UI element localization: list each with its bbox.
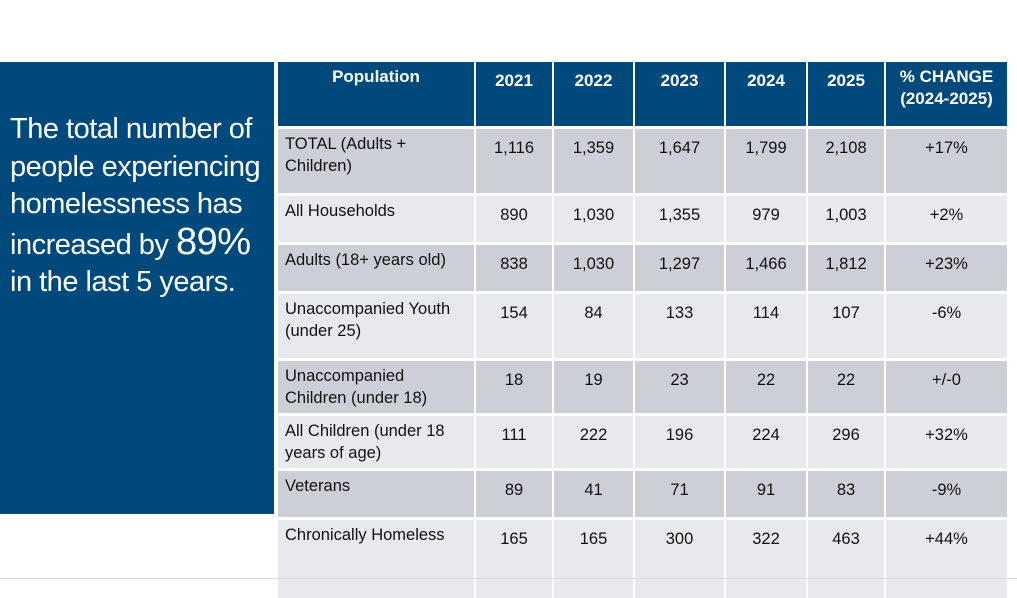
headline-after: in the last 5 years. xyxy=(10,266,235,298)
row-label: Unaccompanied Youth (under 25) xyxy=(278,293,475,360)
header-2023: 2023 xyxy=(634,62,725,128)
homelessness-table-container: Population 2021 2022 2023 2024 2025 % CH… xyxy=(278,62,1007,552)
cell-2024: 1,466 xyxy=(725,244,807,293)
cell-2021: 890 xyxy=(475,195,553,244)
table-row: TOTAL (Adults + Children) 1,116 1,359 1,… xyxy=(278,128,1007,195)
row-label: Chronically Homeless xyxy=(278,519,475,598)
cell-2025: 296 xyxy=(807,415,885,470)
header-2025: 2025 xyxy=(807,62,885,128)
cell-2025: 2,108 xyxy=(807,128,885,195)
headline-text: The total number of people experiencing … xyxy=(10,111,272,302)
cell-change: -6% xyxy=(885,293,1007,360)
header-population: Population xyxy=(278,62,475,128)
cell-change: +23% xyxy=(885,244,1007,293)
cell-2022: 19 xyxy=(553,360,634,415)
cell-2023: 1,355 xyxy=(634,195,725,244)
cell-2023: 1,647 xyxy=(634,128,725,195)
table-row: Adults (18+ years old) 838 1,030 1,297 1… xyxy=(278,244,1007,293)
cell-change: +44% xyxy=(885,519,1007,598)
cell-2023: 23 xyxy=(634,360,725,415)
cell-2025: 83 xyxy=(807,470,885,519)
cell-2024: 224 xyxy=(725,415,807,470)
cell-2024: 322 xyxy=(725,519,807,598)
cell-2024: 22 xyxy=(725,360,807,415)
cell-change: +/-0 xyxy=(885,360,1007,415)
cell-2021: 1,116 xyxy=(475,128,553,195)
cell-change: +17% xyxy=(885,128,1007,195)
cell-change: -9% xyxy=(885,470,1007,519)
cell-2022: 1,359 xyxy=(553,128,634,195)
cell-2022: 165 xyxy=(553,519,634,598)
cell-2025: 22 xyxy=(807,360,885,415)
header-2022: 2022 xyxy=(553,62,634,128)
cell-2022: 1,030 xyxy=(553,244,634,293)
row-label: All Children (under 18 years of age) xyxy=(278,415,475,470)
cell-2025: 107 xyxy=(807,293,885,360)
cell-2022: 84 xyxy=(553,293,634,360)
row-label: All Households xyxy=(278,195,475,244)
cell-2022: 41 xyxy=(553,470,634,519)
table-row: Unaccompanied Youth (under 25) 154 84 13… xyxy=(278,293,1007,360)
homelessness-table: Population 2021 2022 2023 2024 2025 % CH… xyxy=(278,62,1007,598)
cell-2021: 165 xyxy=(475,519,553,598)
cell-2024: 979 xyxy=(725,195,807,244)
bottom-divider xyxy=(0,578,1017,579)
row-label: TOTAL (Adults + Children) xyxy=(278,128,475,195)
row-label: Adults (18+ years old) xyxy=(278,244,475,293)
table-row: Unaccompanied Children (under 18) 18 19 … xyxy=(278,360,1007,415)
cell-2021: 111 xyxy=(475,415,553,470)
cell-change: +32% xyxy=(885,415,1007,470)
header-percent-change: % CHANGE (2024-2025) xyxy=(885,62,1007,128)
cell-2025: 1,812 xyxy=(807,244,885,293)
cell-change: +2% xyxy=(885,195,1007,244)
cell-2024: 91 xyxy=(725,470,807,519)
cell-2025: 463 xyxy=(807,519,885,598)
cell-2023: 71 xyxy=(634,470,725,519)
row-label: Veterans xyxy=(278,470,475,519)
table-row: Chronically Homeless 165 165 300 322 463… xyxy=(278,519,1007,598)
cell-2023: 1,297 xyxy=(634,244,725,293)
cell-2023: 133 xyxy=(634,293,725,360)
cell-2024: 114 xyxy=(725,293,807,360)
cell-2021: 838 xyxy=(475,244,553,293)
header-2021: 2021 xyxy=(475,62,553,128)
cell-2022: 1,030 xyxy=(553,195,634,244)
cell-2023: 300 xyxy=(634,519,725,598)
table-row: Veterans 89 41 71 91 83 -9% xyxy=(278,470,1007,519)
cell-2024: 1,799 xyxy=(725,128,807,195)
table-header-row: Population 2021 2022 2023 2024 2025 % CH… xyxy=(278,62,1007,128)
row-label: Unaccompanied Children (under 18) xyxy=(278,360,475,415)
cell-2021: 18 xyxy=(475,360,553,415)
table-row: All Children (under 18 years of age) 111… xyxy=(278,415,1007,470)
headline-percent: 89% xyxy=(176,221,251,263)
cell-2025: 1,003 xyxy=(807,195,885,244)
cell-2021: 89 xyxy=(475,470,553,519)
cell-2023: 196 xyxy=(634,415,725,470)
table-row: All Households 890 1,030 1,355 979 1,003… xyxy=(278,195,1007,244)
header-2024: 2024 xyxy=(725,62,807,128)
cell-2022: 222 xyxy=(553,415,634,470)
cell-2021: 154 xyxy=(475,293,553,360)
